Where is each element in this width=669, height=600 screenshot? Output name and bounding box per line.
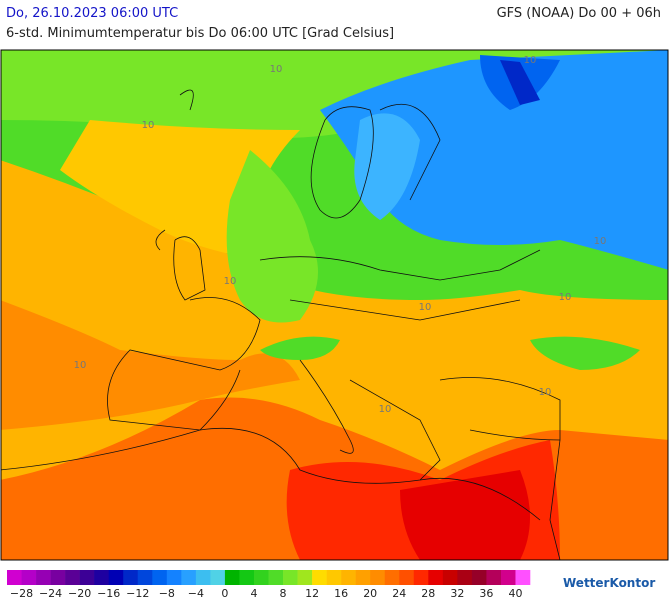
color-box [253, 570, 269, 585]
date-label: Do, 26.10.2023 06:00 UTC [6, 6, 179, 21]
colorbar-tick-label: 20 [363, 587, 377, 600]
color-box [500, 570, 516, 585]
colorbar-tick-label: −12 [126, 587, 149, 600]
color-box [181, 570, 197, 585]
contour-label: 10 [559, 292, 572, 303]
contour-label: 10 [379, 404, 392, 415]
color-box [442, 570, 458, 585]
colorbar-tick-label: −8 [159, 587, 175, 600]
color-box [268, 570, 284, 585]
color-box [123, 570, 139, 585]
contour-label: 10 [539, 387, 552, 398]
color-box [428, 570, 444, 585]
color-box [195, 570, 211, 585]
color-box [166, 570, 182, 585]
model-label: GFS (NOAA) Do 00 + 06h [496, 6, 661, 21]
color-box [21, 570, 37, 585]
color-box [210, 570, 226, 585]
colorbar-tick-label: −24 [39, 587, 62, 600]
contour-label: 10 [419, 302, 432, 313]
color-box [370, 570, 386, 585]
color-box [36, 570, 51, 585]
contour-label: 10 [524, 55, 537, 66]
color-box [515, 570, 531, 585]
colorbar: −28 −24 −20 −16 −12 −8 −4 0 4 8 12 16 20 24 28 32 36 40 [7, 570, 531, 600]
contour-label: 10 [594, 236, 607, 247]
colorbar-tick-label: 36 [479, 587, 493, 600]
contour-label: 10 [270, 64, 283, 75]
color-box [137, 570, 153, 585]
colorbar-tick-label: 40 [508, 587, 522, 600]
color-box [486, 570, 502, 585]
contour-label: 10 [74, 360, 87, 371]
colorbar-tick-label: 28 [421, 587, 435, 600]
colorbar-tick-label: 12 [305, 587, 319, 600]
contour-label: 10 [142, 120, 155, 131]
color-box [399, 570, 415, 585]
color-box [341, 570, 356, 585]
color-box [355, 570, 371, 585]
color-box [312, 570, 327, 585]
color-box [65, 570, 80, 585]
color-box [152, 570, 168, 585]
color-box [413, 570, 429, 585]
color-box [297, 570, 313, 585]
color-box [79, 570, 95, 585]
colorbar-tick-label: −16 [97, 587, 120, 600]
color-box [224, 570, 240, 585]
color-box [283, 570, 298, 585]
temperature-field [1, 50, 668, 560]
color-box [94, 570, 109, 585]
color-box [384, 570, 400, 585]
colorbar-tick-label: 4 [250, 587, 257, 600]
color-box [50, 570, 66, 585]
logo: WetterKontor [563, 576, 656, 590]
color-box [108, 570, 124, 585]
colorbar-tick-label: −28 [10, 587, 33, 600]
colorbar-tick-label: 0 [221, 587, 228, 600]
colorbar-tick-label: 8 [280, 587, 287, 600]
colorbar-tick-label: 32 [450, 587, 464, 600]
color-box [457, 570, 473, 585]
color-box [471, 570, 487, 585]
colorbar-tick-label: −20 [68, 587, 91, 600]
color-box [7, 570, 22, 585]
colorbar-tick-label: −4 [188, 587, 204, 600]
color-box [239, 570, 255, 585]
subtitle: 6-std. Minimumtemperatur bis Do 06:00 UT… [6, 26, 395, 41]
colorbar-tick-label: 16 [334, 587, 348, 600]
colorbar-tick-label: 24 [392, 587, 406, 600]
contour-label: 10 [224, 276, 237, 287]
color-box [326, 570, 342, 585]
